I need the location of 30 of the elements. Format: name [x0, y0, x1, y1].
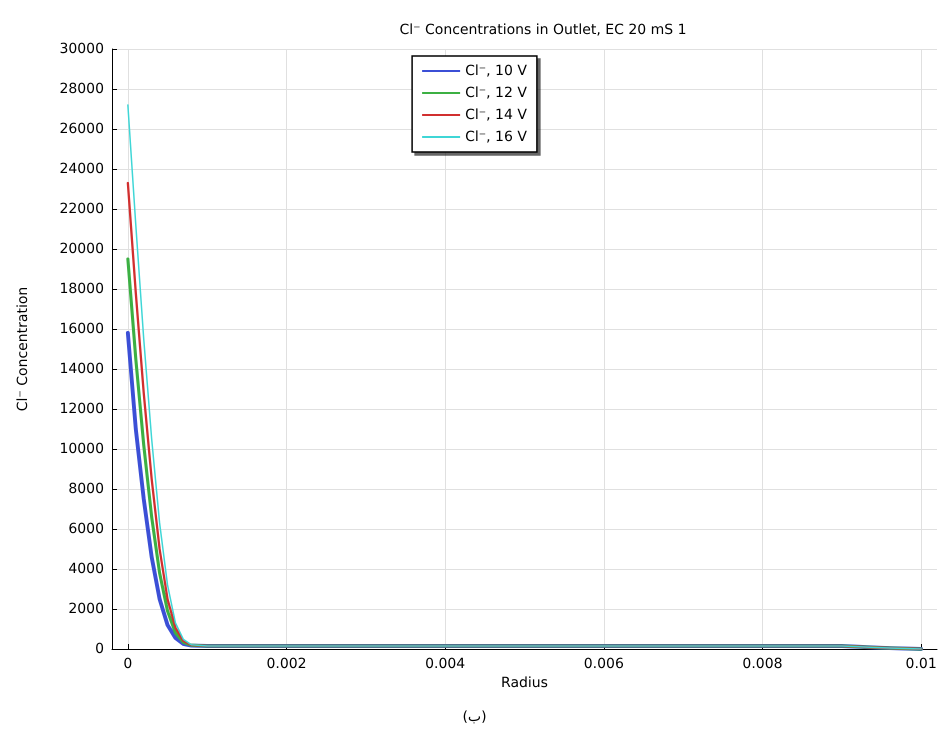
x-tick-label: 0.002 [266, 656, 307, 672]
chart-title: Cl⁻ Concentrations in Outlet, EC 20 mS 1 [400, 22, 686, 38]
x-tick-label: 0.01 [906, 656, 937, 672]
y-tick-label: 8000 [68, 481, 104, 497]
legend-label: Cl⁻, 12 V [465, 85, 528, 101]
y-tick-label: 16000 [59, 321, 104, 337]
y-tick-label: 2000 [68, 601, 104, 617]
y-tick-label: 10000 [59, 441, 104, 457]
y-tick-label: 14000 [59, 361, 104, 377]
y-tick-label: 4000 [68, 561, 104, 577]
y-tick-label: 26000 [59, 121, 104, 137]
legend-label: Cl⁻, 16 V [465, 129, 528, 145]
y-tick-label: 12000 [59, 401, 104, 417]
x-axis-title: Radius [501, 674, 548, 691]
y-tick-label: 24000 [59, 161, 104, 177]
y-tick-label: 20000 [59, 241, 104, 257]
y-tick-label: 22000 [59, 201, 104, 217]
legend-label: Cl⁻, 14 V [465, 107, 528, 123]
y-tick-label: 0 [95, 641, 104, 657]
x-tick-label: 0.008 [742, 656, 783, 672]
x-tick-label: 0.004 [425, 656, 466, 672]
legend-label: Cl⁻, 10 V [465, 63, 528, 79]
y-tick-label: 6000 [68, 521, 104, 537]
x-tick-label: 0.006 [584, 656, 624, 672]
y-tick-label: 30000 [59, 41, 104, 57]
x-tick-label: 0 [123, 656, 132, 672]
text: (ب) [462, 709, 487, 725]
y-tick-label: 28000 [59, 81, 104, 97]
y-axis-title: Cl⁻ Concentration [15, 286, 31, 412]
y-tick-label: 18000 [59, 281, 104, 297]
